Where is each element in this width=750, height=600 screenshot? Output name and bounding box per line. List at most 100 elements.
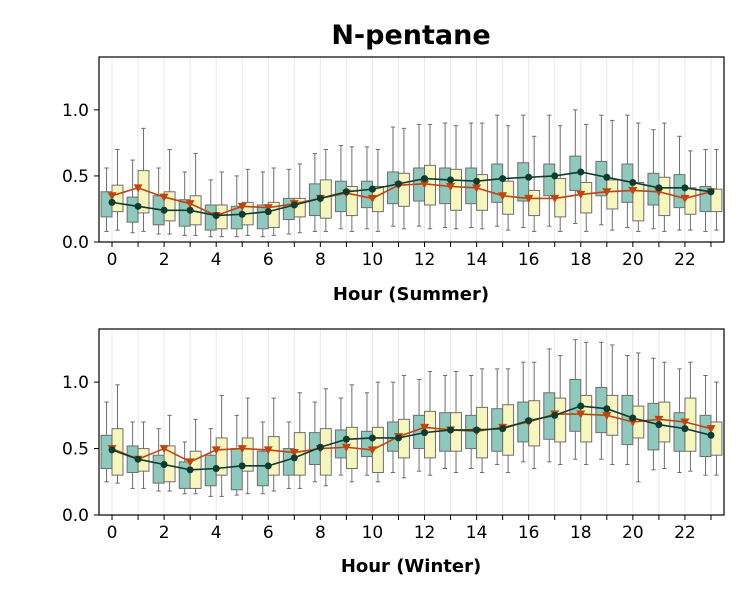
winter-triangle-point — [420, 423, 430, 432]
winter-triangle-point — [654, 415, 664, 424]
summer-circle-point — [707, 188, 715, 196]
box-body — [710, 188, 723, 213]
summer-circle-point — [368, 185, 376, 193]
box-body — [606, 179, 619, 210]
winter-y-tick-label: 0.0 — [62, 506, 89, 526]
summer-circle-point — [264, 208, 272, 216]
summer-triangle-point — [367, 194, 377, 203]
summer-box-yellow — [241, 168, 254, 236]
winter-circle-point — [342, 435, 350, 443]
summer-circle-point — [160, 206, 168, 214]
summer-box-yellow — [215, 171, 228, 238]
summer-x-tick-label: 10 — [362, 250, 384, 270]
summer-circle-point — [473, 177, 481, 185]
winter-circle-point — [316, 443, 324, 451]
winter-panel: Hour (Winter) 0 2 4 6 8 10 12 14 16 18 20 22 0.0 0.5 1… — [62, 328, 725, 577]
winter-triangle-point — [680, 418, 690, 427]
winter-box-teal — [491, 368, 504, 466]
box-body — [517, 162, 530, 202]
summer-x-tick-label: 4 — [211, 250, 222, 270]
summer-box-yellow — [580, 123, 593, 232]
box-body — [163, 191, 176, 222]
winter-box-yellow — [267, 397, 280, 492]
winter-box-yellow — [502, 368, 515, 473]
summer-circle-point — [342, 188, 350, 196]
winter-triangle-point — [367, 446, 377, 455]
summer-box-teal — [517, 114, 530, 228]
winter-x-tick-label: 14 — [466, 523, 488, 543]
summer-triangle-point — [602, 188, 612, 197]
summer-triangle-point — [576, 190, 586, 199]
summer-x-tick-label: 16 — [518, 250, 540, 270]
summer-box-teal — [178, 171, 191, 236]
winter-y-tick-label: 0.5 — [62, 440, 89, 460]
winter-box-teal — [621, 355, 634, 466]
winter-box-yellow — [658, 361, 671, 469]
box-body — [580, 394, 593, 443]
summer-box-teal — [439, 122, 452, 228]
winter-circle-point — [473, 426, 481, 434]
winter-box-yellow — [580, 341, 593, 466]
summer-box-teal — [387, 126, 399, 227]
winter-box-teal — [439, 375, 452, 469]
box-body — [152, 454, 165, 484]
box-body — [361, 180, 373, 209]
winter-box-yellow — [345, 384, 358, 483]
winter-circle-point — [421, 429, 429, 437]
summer-circle-point — [238, 210, 246, 218]
winter-triangle-point — [341, 443, 351, 452]
winter-y-tick-label: 1.0 — [62, 373, 89, 393]
summer-circle-point — [499, 175, 507, 183]
box-body — [397, 172, 410, 207]
summer-circle-point — [421, 175, 429, 183]
box-body — [632, 182, 645, 222]
summer-box-teal — [595, 114, 608, 226]
summer-box-yellow — [111, 149, 124, 231]
summer-circle-point — [186, 206, 194, 214]
summer-circle-point — [394, 180, 402, 188]
winter-triangle-point — [211, 446, 221, 455]
summer-x-tick-label: 22 — [674, 250, 696, 270]
winter-box-yellow — [450, 371, 462, 473]
winter-box-yellow — [476, 368, 489, 473]
summer-box-teal — [491, 114, 504, 227]
summer-box-yellow — [189, 152, 202, 236]
summer-box-yellow — [163, 149, 176, 235]
summer-box-teal — [204, 179, 217, 238]
winter-box-yellow — [528, 361, 541, 469]
summer-box-teal — [126, 159, 139, 234]
summer-circle-point — [212, 212, 220, 220]
summer-triangle-point — [185, 200, 195, 209]
winter-box-yellow — [554, 355, 567, 466]
summer-x-tick-label: 12 — [414, 250, 436, 270]
box-body — [450, 168, 462, 211]
summer-box-teal — [308, 152, 321, 232]
box-body — [126, 196, 139, 223]
summer-x-tick-label: 6 — [263, 250, 274, 270]
summer-box-teal — [413, 123, 426, 227]
summer-triangle-point — [524, 194, 534, 203]
winter-circle-point — [629, 414, 637, 422]
summer-box-yellow — [293, 163, 306, 234]
summer-box-teal — [673, 135, 686, 231]
summer-circle-point — [134, 202, 142, 210]
winter-circle-point — [186, 466, 194, 474]
winter-circle-point — [212, 465, 220, 472]
summer-box-yellow — [476, 122, 489, 230]
summer-circle-point — [551, 172, 559, 180]
winter-triangle-point — [237, 445, 247, 454]
box-body — [319, 428, 332, 476]
summer-circle-point — [108, 198, 116, 206]
box-body — [673, 174, 686, 209]
winter-circle-point — [655, 421, 663, 429]
winter-circle-line — [111, 405, 712, 471]
summer-circle-point — [316, 194, 324, 202]
winter-x-tick-label: 2 — [159, 523, 170, 543]
box-body — [528, 189, 541, 217]
winter-box-teal — [152, 428, 165, 492]
summer-x-axis-label: Hour (Summer) — [333, 284, 489, 305]
box-body — [111, 184, 124, 213]
winter-box-teal — [256, 421, 269, 495]
box-body — [684, 187, 697, 215]
winter-circle-point — [603, 405, 611, 413]
